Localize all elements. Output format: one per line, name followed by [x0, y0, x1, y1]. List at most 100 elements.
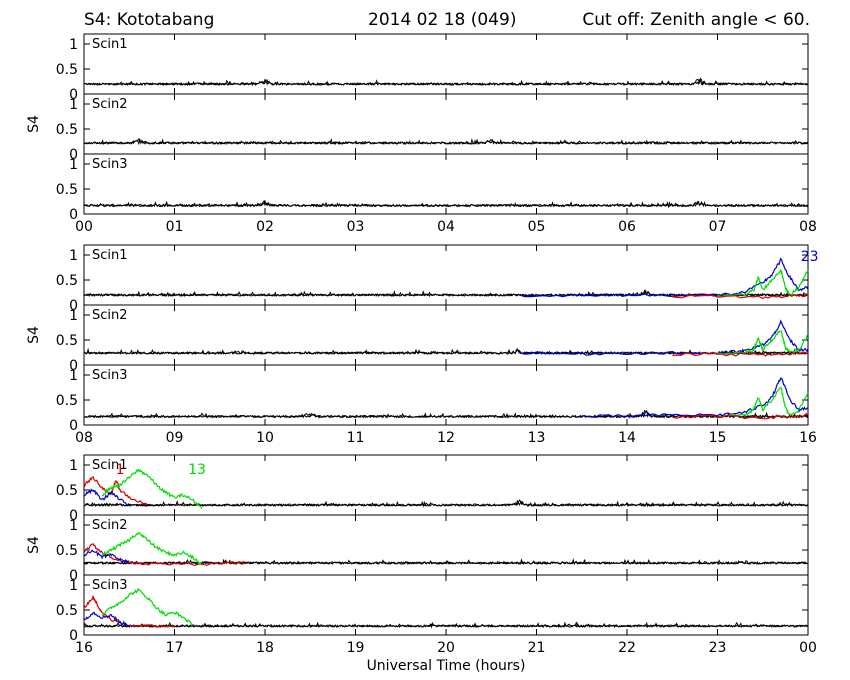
y-tick-label: 1 — [69, 578, 78, 594]
x-tick-label: 15 — [709, 430, 727, 446]
x-tick-label: 01 — [166, 219, 184, 235]
series-line-black — [83, 621, 809, 629]
x-tick-label: 20 — [437, 640, 455, 656]
y-tick-label: 0.5 — [56, 483, 78, 499]
series-line-green — [717, 268, 809, 297]
y-tick-label: 0.5 — [56, 122, 78, 138]
y-tick-label: 0.5 — [56, 393, 78, 409]
x-tick-label: 00 — [799, 640, 817, 656]
y-tick-label: 0 — [69, 568, 78, 584]
x-tick-label: 09 — [166, 430, 184, 446]
y-tick-label: 0.5 — [56, 543, 78, 559]
x-tick-label: 00 — [75, 219, 93, 235]
x-tick-label: 06 — [618, 219, 636, 235]
date-title: 2014 02 18 (049) — [368, 10, 517, 30]
series-line-green — [101, 531, 203, 566]
y-tick-label: 1 — [69, 458, 78, 474]
x-tick-label: 23 — [709, 640, 727, 656]
panel-frame — [83, 304, 809, 366]
y-tick-label: 0.5 — [56, 273, 78, 289]
y-tick-label: 1 — [69, 37, 78, 53]
x-tick-label: 07 — [709, 219, 727, 235]
panel-label: Scin2 — [92, 308, 128, 323]
panel-label: Scin3 — [92, 368, 128, 383]
y-tick-label: 0 — [69, 358, 78, 374]
x-tick-label: 08 — [799, 219, 817, 235]
series-line-red — [672, 351, 809, 357]
y-tick-label: 1 — [69, 308, 78, 324]
y-tick-label: 0 — [69, 508, 78, 524]
panel-label: Scin3 — [92, 157, 128, 172]
y-tick-label: 1 — [69, 97, 78, 113]
y-tick-label: 0 — [69, 147, 78, 163]
prn-label: 1 — [116, 462, 125, 478]
y-tick-label: 0.5 — [56, 333, 78, 349]
series-line-black — [84, 411, 809, 419]
x-tick-label: 16 — [75, 640, 93, 656]
series-line-red — [672, 412, 809, 420]
x-tick-label: 18 — [256, 640, 274, 656]
x-tick-label: 17 — [166, 640, 184, 656]
x-tick-label: 04 — [437, 219, 455, 235]
x-tick-label: 14 — [618, 430, 636, 446]
y-tick-label: 0.5 — [56, 62, 78, 78]
y-tick-label: 0 — [69, 298, 78, 314]
x-tick-label: 11 — [347, 430, 365, 446]
x-tick-label: 08 — [75, 430, 93, 446]
panel-frame — [83, 93, 809, 155]
x-tick-label: 05 — [528, 219, 546, 235]
series-line-green — [717, 386, 809, 418]
x-tick-label: 21 — [528, 640, 546, 656]
x-tick-label: 19 — [347, 640, 365, 656]
prn-label: 13 — [188, 462, 206, 478]
series-line-black — [83, 137, 809, 145]
series-line-blue — [581, 377, 809, 418]
y-axis-label: S4 — [26, 326, 42, 344]
series-line-black — [83, 557, 808, 566]
y-tick-label: 1 — [69, 368, 78, 384]
cutoff-title: Cut off: Zenith angle < 60. — [582, 10, 810, 30]
prn-label: 23 — [801, 249, 819, 265]
panel-label: Scin2 — [92, 518, 128, 533]
series-line-green — [101, 468, 203, 510]
station-title: S4: Kototabang — [84, 10, 215, 30]
series-line-black — [83, 77, 809, 87]
series-line-blue — [518, 257, 809, 298]
y-tick-label: 0 — [69, 207, 78, 223]
y-tick-label: 1 — [69, 248, 78, 264]
series-line-green — [101, 587, 194, 627]
panel-label: Scin1 — [92, 248, 128, 263]
series-line-blue — [83, 549, 130, 564]
x-tick-label: 16 — [799, 430, 817, 446]
series-line-black — [83, 200, 809, 209]
panel-label: Scin2 — [92, 97, 128, 112]
series-line-green — [717, 330, 809, 356]
panel-label: Scin1 — [92, 458, 128, 473]
x-axis-label: Universal Time (hours) — [367, 658, 526, 674]
y-tick-label: 0.5 — [56, 603, 78, 619]
series-line-blue — [83, 488, 130, 507]
series-line-red — [672, 293, 809, 300]
y-axis-label: S4 — [26, 115, 42, 133]
y-axis-label: S4 — [26, 536, 42, 554]
y-tick-label: 1 — [69, 157, 78, 173]
x-tick-label: 22 — [618, 640, 636, 656]
panel-frame — [83, 33, 809, 95]
panel-frame — [83, 514, 809, 576]
y-tick-label: 0 — [69, 418, 78, 434]
panel-label: Scin3 — [92, 578, 128, 593]
y-tick-label: 1 — [69, 518, 78, 534]
x-tick-label: 13 — [528, 430, 546, 446]
series-line-blue — [83, 611, 130, 627]
x-tick-label: 03 — [347, 219, 365, 235]
series-line-black — [83, 499, 809, 508]
y-tick-label: 0 — [69, 628, 78, 644]
panel-label: Scin1 — [92, 37, 128, 52]
y-tick-label: 0 — [69, 87, 78, 103]
series-line-blue — [518, 319, 809, 356]
x-tick-label: 02 — [256, 219, 274, 235]
x-tick-label: 10 — [256, 430, 274, 446]
x-tick-label: 12 — [437, 430, 455, 446]
y-tick-label: 0.5 — [56, 182, 78, 198]
